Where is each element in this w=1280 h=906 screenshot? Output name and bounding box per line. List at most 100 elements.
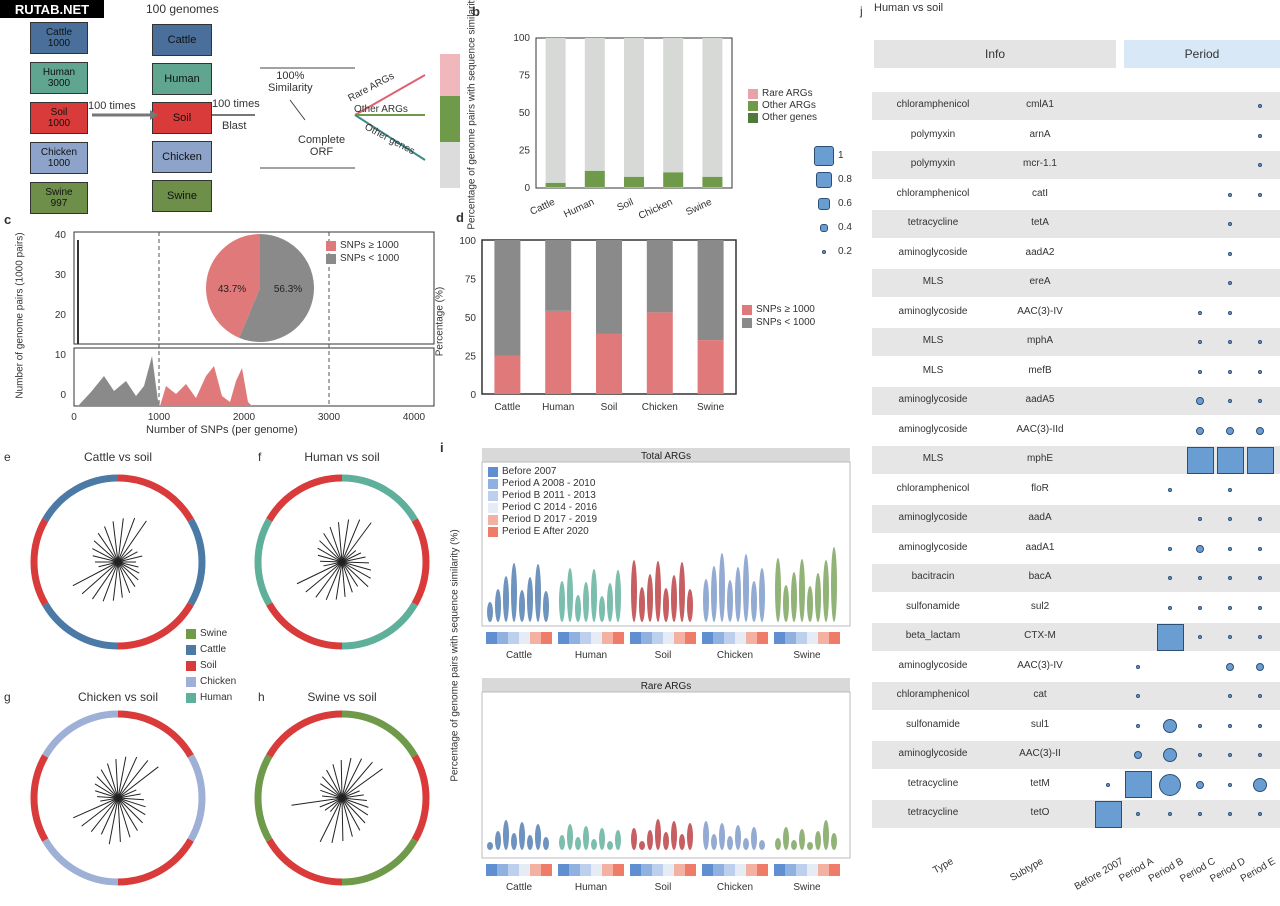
violin	[655, 819, 661, 850]
tree-ring-segment	[266, 602, 343, 650]
bar-segment	[624, 176, 644, 188]
pie-slice	[206, 234, 260, 338]
panel-j-letter: j	[860, 4, 863, 18]
size-mark	[1196, 780, 1204, 789]
period-strip	[652, 864, 663, 876]
panel-j-title: Human vs soil	[874, 2, 944, 14]
violin	[615, 570, 621, 622]
size-mark	[1198, 812, 1202, 816]
tree-ring-segment	[254, 754, 273, 842]
tree-branch	[341, 797, 353, 837]
period-strip	[663, 864, 674, 876]
tree-branch	[117, 756, 127, 799]
row-subtype: aadA1	[1025, 541, 1055, 553]
tree-ring-segment	[117, 474, 194, 522]
legend-label: Period A 2008 - 2010	[502, 478, 596, 489]
size-mark	[1228, 694, 1232, 698]
tree-ring-segment	[266, 710, 343, 758]
violin	[495, 589, 501, 622]
tree-branch	[326, 769, 343, 799]
chart-c: 0 1000 2000 3000 4000 40 30 20 10 0 43.7% 56.3%	[55, 230, 435, 423]
bottom-frame	[481, 691, 851, 859]
size-mark	[1258, 340, 1262, 344]
legend-swatch	[186, 676, 196, 687]
violin	[703, 579, 709, 622]
size-mark	[1106, 782, 1110, 787]
tree-branch	[338, 522, 343, 563]
period-strip	[497, 632, 508, 644]
table-row	[872, 92, 1280, 120]
period-strip	[663, 632, 674, 644]
tree-branch	[72, 797, 119, 819]
x-tick-label: 3000	[318, 412, 341, 423]
table-row	[872, 741, 1280, 769]
row-subtype: catI	[1031, 187, 1049, 199]
size-mark	[1198, 635, 1202, 639]
row-type: chloramphenicol	[896, 187, 970, 199]
tree-branch	[117, 797, 143, 824]
legend-item: SNPs < 1000	[742, 317, 815, 328]
tree-branch	[117, 789, 137, 799]
row-type: beta_lactam	[905, 630, 961, 641]
violin	[687, 589, 693, 622]
legend-label: Period E After 2020	[502, 526, 589, 537]
size-mark	[1258, 635, 1262, 639]
size-mark	[1198, 517, 1202, 521]
tree-branch	[341, 797, 369, 808]
tree-branch	[341, 561, 359, 587]
tree-branch	[93, 540, 119, 563]
legend-item: Chicken	[186, 676, 236, 687]
legend-item: Cattle	[186, 644, 226, 655]
legend-swatch	[742, 304, 752, 315]
x-tick-label: 1000	[148, 412, 171, 423]
tree-branch	[319, 560, 343, 563]
violin	[783, 827, 789, 850]
bar-segment	[545, 182, 566, 188]
period-strip	[796, 864, 807, 876]
period-strip	[724, 864, 735, 876]
tree-branch	[341, 561, 353, 593]
period-strip	[497, 864, 508, 876]
tree-plot	[30, 474, 206, 650]
violin	[831, 833, 837, 850]
row-subtype: sul1	[1030, 718, 1050, 730]
period-strip	[746, 864, 757, 876]
legend-item: Period D 2017 - 2019	[488, 514, 597, 525]
tree-ring-segment	[187, 518, 206, 606]
legend-label: Human	[200, 692, 233, 703]
size-legend-label: 0.4	[838, 222, 852, 233]
tree-branch	[341, 561, 372, 571]
size-mark	[1228, 753, 1232, 757]
violin	[751, 827, 757, 850]
row-type: aminoglycoside	[898, 305, 968, 317]
row-subtype: tetO	[1030, 807, 1050, 818]
size-mark	[1198, 340, 1202, 344]
period-strip	[724, 632, 735, 644]
violin	[807, 586, 813, 622]
size-legend-mark	[822, 250, 826, 254]
bar-segment	[624, 38, 644, 177]
violin	[631, 828, 637, 850]
size-mark	[1258, 723, 1262, 728]
sampled-box: Swine	[152, 180, 212, 212]
tree-branch	[341, 561, 370, 564]
violin	[527, 577, 533, 622]
y-tick-label: 50	[465, 313, 477, 324]
bar-segment	[584, 38, 605, 171]
tree-branch	[341, 797, 361, 831]
bottom-label: Type	[931, 856, 956, 877]
tree-ring-segment	[341, 838, 418, 886]
size-mark	[1196, 544, 1204, 553]
violin	[639, 841, 645, 850]
hist-above	[160, 366, 252, 406]
period-strip	[541, 632, 552, 644]
legend-swatch	[748, 100, 758, 111]
tree-branch	[97, 532, 119, 563]
size-mark	[1228, 369, 1232, 374]
period-strip	[580, 864, 591, 876]
tree-branch	[317, 547, 343, 563]
bar-segment	[624, 187, 644, 188]
tree-ring-segment	[187, 754, 206, 842]
violin	[647, 574, 653, 622]
violin	[607, 841, 613, 850]
